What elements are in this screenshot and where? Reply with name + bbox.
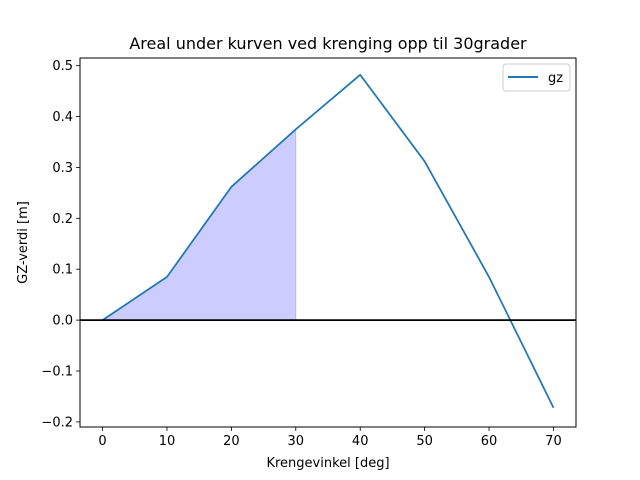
y-tick-label: 0.4: [52, 110, 73, 125]
y-tick-label: 0.3: [52, 161, 73, 176]
x-tick-label: 10: [159, 434, 176, 449]
x-tick-label: 20: [223, 434, 240, 449]
y-tick-label: 0.5: [52, 59, 73, 74]
x-tick-label: 60: [481, 434, 498, 449]
x-tick-label: 30: [288, 434, 305, 449]
shaded-area-layer: [100, 128, 297, 321]
x-tick-label: 0: [98, 434, 106, 449]
chart-title: Areal under kurven ved krenging opp til …: [129, 34, 527, 53]
y-tick-label: 0.1: [52, 263, 73, 278]
series-line-gz: [102, 73, 555, 409]
y-tick-label: −0.1: [41, 365, 73, 380]
series-layer: [80, 73, 576, 409]
y-tick-label: 0.0: [52, 314, 73, 329]
x-tick-label: 70: [545, 434, 562, 449]
legend: gz: [502, 63, 571, 92]
x-tick-label: 50: [416, 434, 433, 449]
plot-frame: [79, 57, 577, 428]
y-tick-label: 0.2: [52, 212, 73, 227]
ticks-layer: 0 10 20 30 40 50 60 70 −0.2 −0.1 0.0 0.1 0.2 0.3 0.4 0.…: [41, 59, 561, 449]
x-tick-label: 40: [352, 434, 369, 449]
shaded-area: [100, 128, 297, 321]
y-axis-label: GZ-verdi [m]: [16, 201, 31, 284]
legend-label-gz: gz: [548, 71, 563, 86]
x-axis-label: Krengevinkel [deg]: [266, 456, 389, 471]
y-tick-label: −0.2: [41, 415, 73, 430]
